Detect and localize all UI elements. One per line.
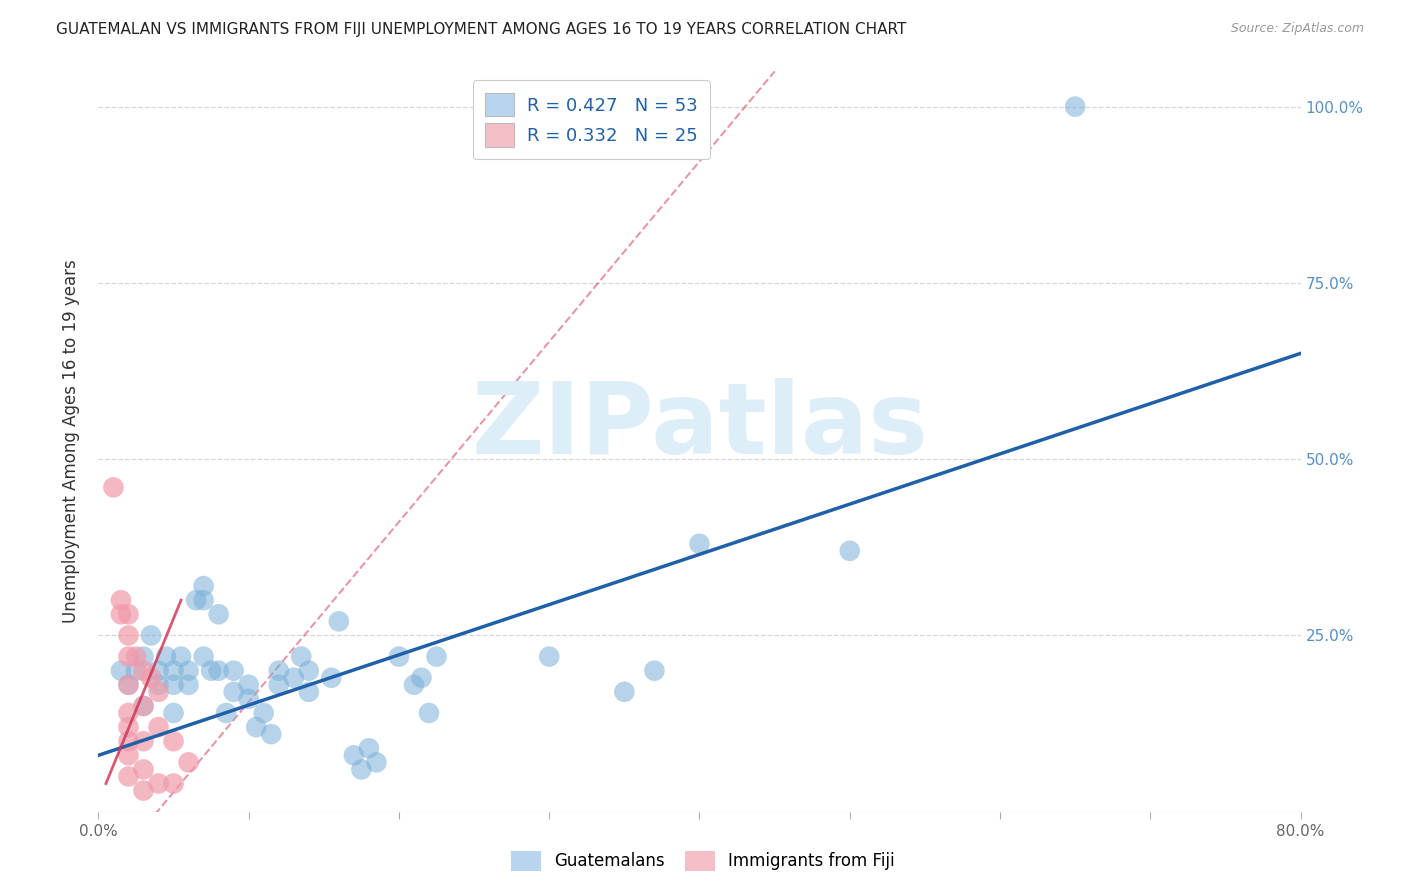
Point (117, 649, 139, 664)
Text: GUATEMALAN VS IMMIGRANTS FROM FIJI UNEMPLOYMENT AMONG AGES 16 TO 19 YEARS CORREL: GUATEMALAN VS IMMIGRANTS FROM FIJI UNEMP… (56, 22, 907, 37)
Point (139, 628, 162, 642)
Y-axis label: Unemployment Among Ages 16 to 19 years: Unemployment Among Ages 16 to 19 years (62, 260, 80, 624)
Point (193, 649, 215, 664)
Point (110, 664, 132, 678)
Point (208, 607, 231, 622)
Point (222, 664, 245, 678)
Point (298, 685, 321, 699)
Legend: Guatemalans, Immigrants from Fiji: Guatemalans, Immigrants from Fiji (503, 842, 903, 880)
Point (162, 706, 184, 720)
Point (357, 741, 380, 756)
Point (162, 678, 184, 692)
Text: ZIPatlas: ZIPatlas (471, 378, 928, 475)
Point (177, 756, 200, 770)
Point (366, 756, 388, 770)
Point (148, 678, 170, 692)
Point (148, 720, 170, 734)
Point (125, 664, 148, 678)
Point (1064, 100, 1087, 114)
Point (170, 649, 193, 664)
Point (643, 664, 665, 678)
Point (267, 678, 290, 692)
Point (613, 685, 636, 699)
Point (148, 776, 170, 790)
Point (132, 763, 155, 777)
Point (411, 671, 433, 685)
Point (328, 615, 350, 629)
Point (148, 685, 170, 699)
Point (117, 607, 139, 622)
Point (162, 776, 184, 790)
Point (388, 649, 411, 664)
Point (343, 748, 366, 763)
Point (177, 678, 200, 692)
Point (253, 706, 276, 720)
Legend: R = 0.427   N = 53, R = 0.332   N = 25: R = 0.427 N = 53, R = 0.332 N = 25 (472, 80, 710, 160)
Point (418, 706, 440, 720)
Point (177, 664, 200, 678)
Point (238, 678, 260, 692)
Point (103, 480, 125, 494)
Point (184, 593, 207, 607)
Point (162, 734, 184, 748)
Point (132, 734, 155, 748)
Point (425, 649, 447, 664)
Point (298, 664, 321, 678)
Point (155, 649, 177, 664)
Point (350, 763, 373, 777)
Point (117, 734, 139, 748)
Point (238, 692, 260, 706)
Point (117, 628, 139, 642)
Point (110, 593, 132, 607)
Point (193, 593, 215, 607)
Point (117, 748, 139, 763)
Point (538, 649, 561, 664)
Point (283, 671, 305, 685)
Point (245, 720, 267, 734)
Point (132, 649, 155, 664)
Point (260, 727, 283, 741)
Point (402, 678, 425, 692)
Point (132, 698, 155, 713)
Point (125, 649, 148, 664)
Point (222, 685, 245, 699)
Text: Source: ZipAtlas.com: Source: ZipAtlas.com (1230, 22, 1364, 36)
Point (200, 664, 222, 678)
Point (117, 720, 139, 734)
Point (689, 537, 711, 551)
Point (148, 664, 170, 678)
Point (110, 607, 132, 622)
Point (193, 579, 215, 593)
Point (132, 698, 155, 713)
Point (290, 649, 312, 664)
Point (117, 678, 139, 692)
Point (117, 678, 139, 692)
Point (838, 544, 860, 558)
Point (139, 671, 162, 685)
Point (117, 769, 139, 783)
Point (208, 664, 231, 678)
Point (267, 664, 290, 678)
Point (321, 671, 343, 685)
Point (162, 664, 184, 678)
Point (132, 664, 155, 678)
Point (215, 706, 238, 720)
Point (132, 783, 155, 797)
Point (117, 706, 139, 720)
